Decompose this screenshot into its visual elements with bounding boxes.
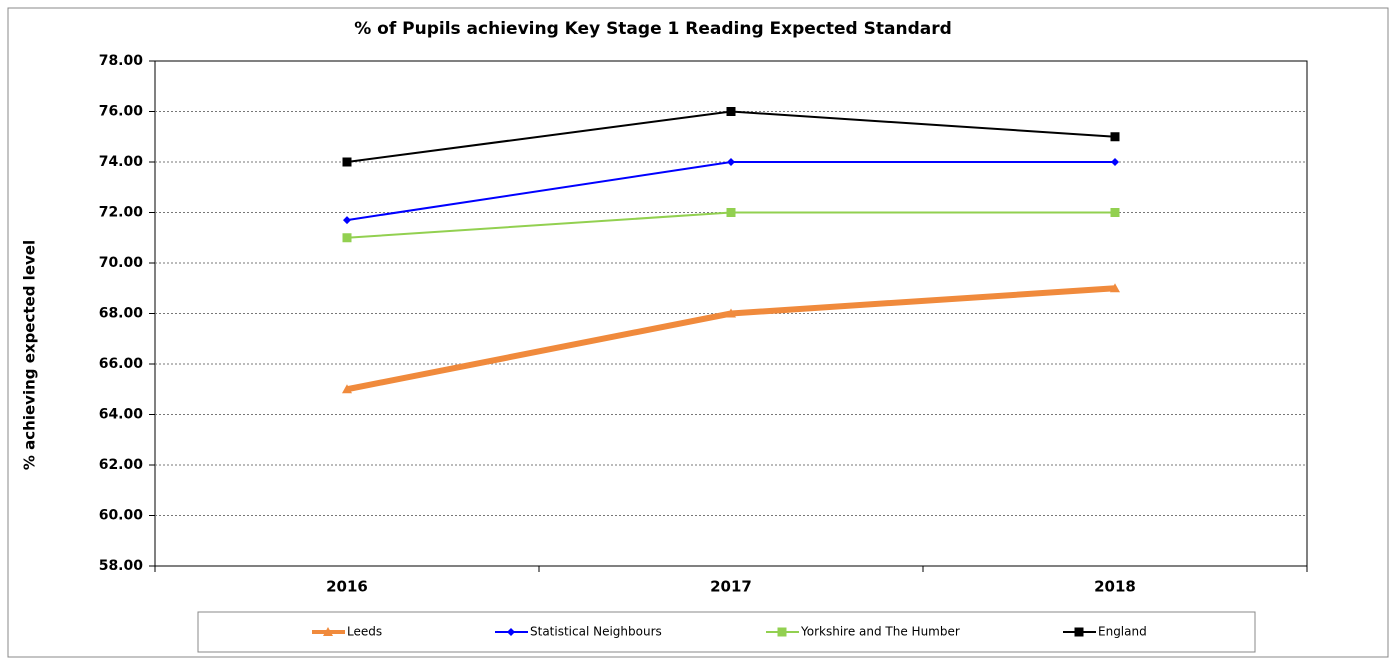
point-marker	[726, 208, 736, 217]
legend-label: England	[1098, 625, 1147, 639]
y-tick-label: 74.00	[99, 154, 144, 170]
point-marker	[1111, 158, 1119, 166]
legend-marker	[507, 628, 515, 636]
point-marker	[1110, 283, 1120, 293]
legend-marker	[777, 627, 787, 637]
point-marker	[1110, 132, 1120, 142]
y-tick-label: 60.00	[99, 508, 144, 524]
legend-label: Leeds	[347, 625, 382, 639]
x-tick-label: 2016	[326, 578, 368, 596]
x-tick-label: 2018	[1094, 578, 1136, 596]
point-marker	[342, 233, 352, 243]
x-tick-label: 2017	[710, 578, 752, 596]
y-tick-label: 62.00	[99, 457, 144, 473]
y-tick-label: 66.00	[99, 356, 144, 372]
point-marker	[343, 216, 351, 225]
chart-title: % of Pupils achieving Key Stage 1 Readin…	[354, 19, 952, 39]
point-marker	[342, 157, 352, 167]
y-tick-label: 68.00	[99, 306, 144, 322]
y-tick-label: 78.00	[99, 53, 144, 69]
point-marker	[726, 107, 736, 116]
point-marker	[342, 384, 352, 394]
point-marker	[727, 158, 735, 166]
y-tick-label: 72.00	[99, 205, 144, 221]
y-tick-label: 70.00	[99, 255, 144, 271]
y-tick-label: 76.00	[99, 104, 144, 120]
y-tick-label: 58.00	[99, 558, 144, 574]
point-marker	[726, 308, 736, 318]
legend-label: Yorkshire and The Humber	[800, 625, 960, 639]
legend-marker	[1074, 627, 1084, 637]
y-axis-title: % achieving expected level	[21, 240, 39, 470]
y-tick-label: 64.00	[99, 407, 144, 423]
point-marker	[1110, 208, 1120, 217]
legend-label: Statistical Neighbours	[530, 625, 662, 639]
legend-marker	[323, 627, 333, 636]
